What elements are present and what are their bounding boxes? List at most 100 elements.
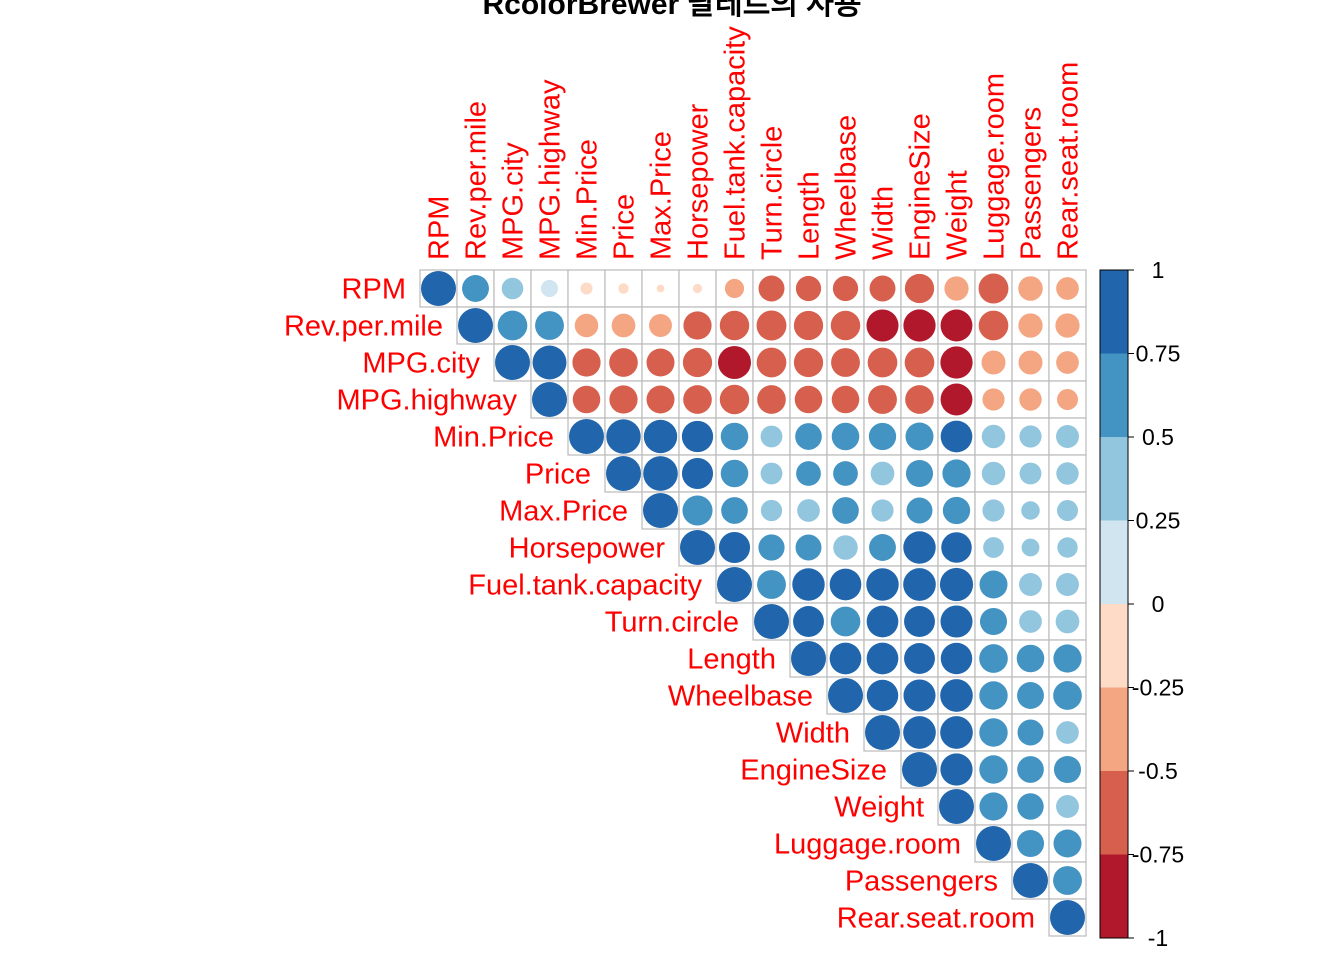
correlation-circle — [1055, 609, 1080, 634]
legend-tick-label: -0.25 — [1132, 675, 1184, 701]
legend-swatch — [1100, 604, 1128, 688]
correlation-circle — [720, 459, 749, 488]
correlation-circle — [611, 313, 636, 338]
row-label: Length — [687, 644, 776, 676]
correlation-circle — [682, 495, 713, 526]
correlation-circle — [495, 345, 530, 380]
correlation-circle — [944, 276, 969, 301]
correlation-circle — [1050, 900, 1085, 935]
correlation-circle — [1013, 863, 1048, 898]
correlation-circle — [940, 346, 973, 379]
correlation-circle — [680, 530, 715, 565]
column-label: Length — [794, 171, 826, 260]
correlation-circle — [681, 457, 714, 490]
correlation-circle — [760, 425, 783, 448]
correlation-circle — [1018, 276, 1043, 301]
correlation-circle — [1019, 388, 1042, 411]
correlation-circle — [981, 461, 1006, 486]
correlation-circle — [643, 419, 678, 454]
legend-tick-label: 0.75 — [1136, 341, 1181, 367]
column-label: Turn.circle — [757, 126, 789, 260]
column-label: Wheelbase — [831, 115, 863, 260]
correlation-circle — [1056, 573, 1079, 596]
correlation-circle — [609, 385, 638, 414]
correlation-circle — [904, 606, 935, 637]
row-label: Passengers — [845, 866, 998, 898]
correlation-circle — [756, 310, 787, 341]
correlation-circle — [1053, 644, 1082, 673]
correlation-circle — [905, 459, 934, 488]
correlation-circle — [1019, 425, 1042, 448]
correlation-circle — [865, 715, 900, 750]
correlation-circle — [793, 347, 824, 378]
column-label: Price — [609, 194, 641, 260]
row-label: Min.Price — [433, 422, 554, 454]
column-label: Passengers — [1016, 107, 1048, 260]
correlation-circle — [1056, 721, 1079, 744]
correlation-circle — [979, 570, 1008, 599]
correlation-circle — [829, 568, 862, 601]
correlation-circle — [830, 310, 861, 341]
column-label: RPM — [424, 196, 456, 260]
correlation-circle — [979, 755, 1008, 784]
correlation-circle — [683, 385, 712, 414]
correlation-circle — [1056, 425, 1079, 448]
grid-cell — [678, 269, 717, 308]
column-label: Rev.per.mile — [461, 101, 493, 260]
correlation-circle — [866, 642, 899, 675]
correlation-circle — [941, 532, 972, 563]
grid-cell — [567, 306, 606, 345]
correlation-circle — [833, 461, 858, 486]
correlation-circle — [833, 535, 858, 560]
correlation-circle — [656, 284, 665, 293]
correlation-circle — [979, 792, 1008, 821]
correlation-circle — [795, 275, 822, 302]
row-label: RPM — [342, 274, 406, 306]
correlation-circle — [795, 423, 822, 450]
correlation-circle — [940, 383, 973, 416]
correlation-circle — [940, 309, 973, 342]
correlation-circle — [866, 605, 899, 638]
correlation-circle — [1016, 829, 1045, 858]
column-label: Weight — [942, 170, 974, 260]
correlation-circle — [717, 345, 752, 380]
correlation-circle — [976, 826, 1011, 861]
correlation-circle — [792, 568, 825, 601]
correlation-circle — [903, 716, 936, 749]
correlation-circle — [831, 385, 860, 414]
correlation-grid — [419, 269, 1087, 937]
correlation-circle — [791, 641, 826, 676]
correlation-circle — [1053, 829, 1082, 858]
correlation-circle — [868, 422, 897, 451]
legend-tick-label: -0.75 — [1132, 842, 1184, 868]
correlation-circle — [866, 679, 899, 712]
correlation-circle — [903, 531, 936, 564]
correlation-circle — [906, 497, 933, 524]
correlation-circle — [793, 606, 824, 637]
row-label: Max.Price — [499, 496, 628, 528]
row-label: Luggage.room — [774, 829, 961, 861]
correlation-circle — [983, 537, 1004, 558]
correlation-circle — [978, 310, 1009, 341]
correlation-circle — [681, 420, 714, 453]
correlation-circle — [940, 753, 973, 786]
correlation-circle — [940, 716, 973, 749]
correlation-circle — [569, 419, 604, 454]
correlation-circle — [1016, 644, 1045, 673]
column-label: Rear.seat.room — [1053, 62, 1085, 260]
legend-swatch — [1100, 270, 1128, 354]
correlation-circle — [869, 275, 896, 302]
correlation-circle — [1057, 500, 1078, 521]
legend-tick-label: 0 — [1152, 591, 1165, 617]
correlation-circle — [978, 273, 1009, 304]
correlation-circle — [869, 534, 896, 561]
correlation-circle — [942, 459, 971, 488]
correlation-circle — [866, 568, 899, 601]
column-label: Fuel.tank.capacity — [720, 26, 752, 260]
column-label: MPG.city — [498, 142, 530, 260]
correlation-circle — [683, 311, 712, 340]
correlation-circle — [905, 422, 934, 451]
legend-tick-label: 0.25 — [1136, 508, 1181, 534]
correlation-circle — [979, 681, 1008, 710]
correlation-circle — [606, 456, 641, 491]
